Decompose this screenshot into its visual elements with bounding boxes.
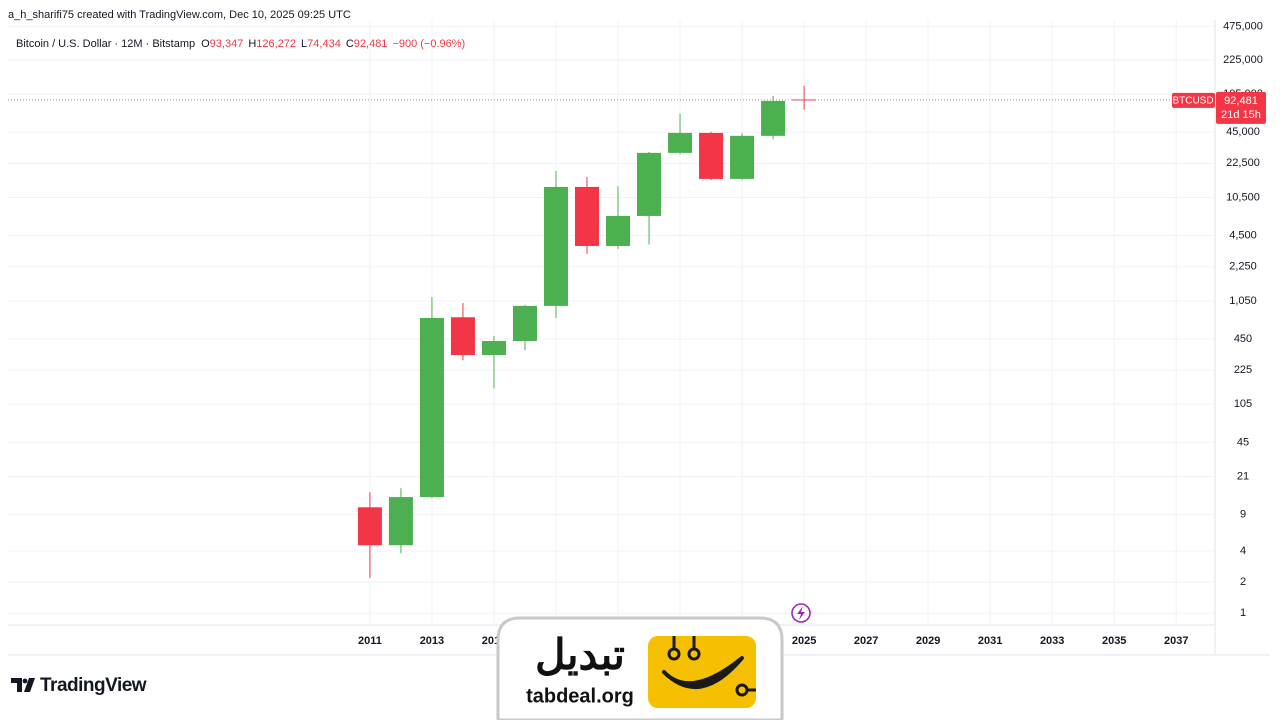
candle-body [699, 132, 724, 179]
ohlc-key: O [201, 38, 210, 50]
lightning-icon [791, 603, 811, 623]
y-tick-label: 1,050 [1229, 295, 1257, 307]
y-tick-label: 105 [1234, 398, 1252, 410]
candle-body [388, 497, 413, 546]
candle-body [357, 507, 382, 546]
ohlc-value: 93,347 [210, 38, 244, 50]
watermark-text: TradingView [40, 675, 147, 696]
y-tick-label: 9 [1240, 509, 1246, 521]
x-tick-label: 2037 [1164, 635, 1188, 647]
candle-body [668, 132, 693, 153]
y-tick-label: 2,250 [1229, 261, 1257, 273]
ohlc-value: 74,434 [307, 38, 341, 50]
y-tick-label: 475,000 [1223, 20, 1263, 32]
marks [8, 85, 1215, 578]
ohlc-key: H [248, 38, 256, 50]
grid [8, 20, 1215, 625]
candle-body [512, 305, 537, 342]
watermark: TradingView [11, 675, 147, 696]
candle-body [606, 215, 631, 246]
candle-body [792, 99, 817, 101]
y-tick-label: 45,000 [1226, 126, 1260, 138]
x-tick-label: 2035 [1102, 635, 1126, 647]
x-tick-label: 2025 [792, 635, 816, 647]
x-tick-label: 2031 [978, 635, 1002, 647]
price-tag: 92,481 [1224, 95, 1258, 107]
y-tick-label: 4,500 [1229, 229, 1257, 241]
candle-body [543, 186, 568, 306]
candle-body [575, 186, 600, 246]
change: −900 (−0.96%) [392, 38, 465, 50]
candle-body [450, 317, 475, 355]
ohlc-key: C [346, 38, 354, 50]
y-tick-label: 225 [1234, 364, 1252, 376]
logo-site: tabdeal.org [526, 685, 634, 707]
credit: a_h_sharifi75 created with TradingView.c… [8, 9, 351, 21]
symbol-title: Bitcoin / U.S. Dollar · 12M · Bitstamp [16, 38, 195, 50]
ohlc-value: 126,272 [256, 38, 296, 50]
candle-body [761, 100, 786, 136]
x-tick-label: 2027 [854, 635, 878, 647]
y-tick-label: 1 [1240, 607, 1246, 619]
countdown-tag: 21d 15h [1221, 109, 1261, 121]
y-tick-label: 21 [1237, 470, 1249, 482]
ohlc-value: 92,481 [354, 38, 388, 50]
symbol-tag: BTCUSD [1172, 96, 1213, 107]
y-tick-label: 45 [1237, 436, 1249, 448]
logo: تبدیل tabdeal.org [496, 616, 784, 720]
x-tick-label: 2029 [916, 635, 940, 647]
ohlc-key: L [301, 38, 307, 50]
y-tick-label: 4 [1240, 545, 1246, 557]
y-tick-label: 450 [1234, 333, 1252, 345]
logo-name: تبدیل [535, 631, 625, 678]
x-tick-label: 2011 [358, 635, 382, 647]
x-tick-label: 2033 [1040, 635, 1064, 647]
candle-body [637, 152, 662, 216]
y-tick-label: 10,500 [1226, 191, 1260, 203]
candle-body [481, 341, 506, 355]
y-tick-label: 22,500 [1226, 157, 1260, 169]
y-tick-label: 225,000 [1223, 54, 1263, 66]
y-tick-label: 2 [1240, 576, 1246, 588]
symbol-tag-bg [1172, 92, 1215, 108]
price-tag-bg [1216, 91, 1266, 124]
x-tick-label: 2013 [420, 635, 444, 647]
candle-body [730, 135, 755, 179]
candle-body [419, 317, 444, 498]
